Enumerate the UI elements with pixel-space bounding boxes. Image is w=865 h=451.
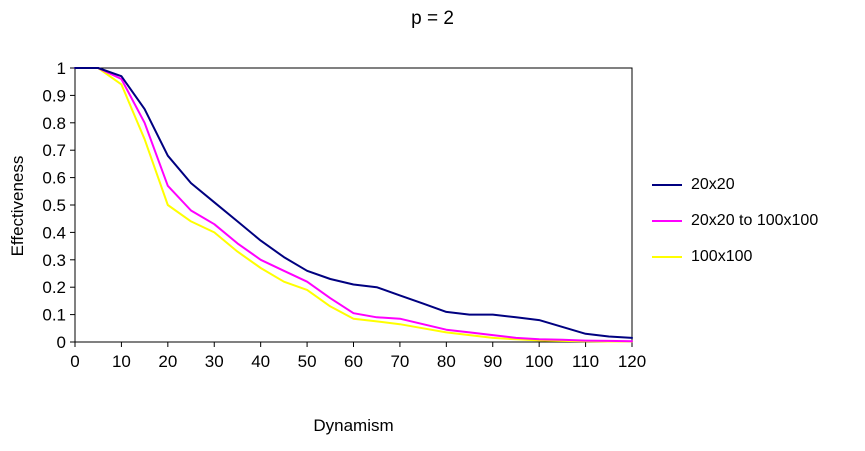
legend-line-20x20-to-100x100-icon <box>652 220 682 222</box>
legend-label-20x20-to-100x100: 20x20 to 100x100 <box>691 212 819 229</box>
legend-item-100x100: 100x100 <box>652 247 818 267</box>
legend-label-100x100: 100x100 <box>691 248 753 265</box>
svg-text:20: 20 <box>158 352 177 371</box>
legend-line-100x100-icon <box>652 256 682 258</box>
svg-text:0.3: 0.3 <box>42 251 66 270</box>
legend-item-20x20: 20x20 <box>652 175 818 195</box>
chart-title: p = 2 <box>411 8 454 29</box>
svg-text:110: 110 <box>572 352 599 371</box>
svg-text:0.8: 0.8 <box>42 114 66 133</box>
svg-text:60: 60 <box>344 352 363 371</box>
svg-text:0: 0 <box>57 333 66 352</box>
svg-text:0.7: 0.7 <box>42 141 66 160</box>
x-axis-title: Dynamism <box>313 416 394 435</box>
svg-text:70: 70 <box>390 352 409 371</box>
svg-text:80: 80 <box>437 352 456 371</box>
svg-text:0.1: 0.1 <box>42 306 66 325</box>
svg-text:0.2: 0.2 <box>42 278 66 297</box>
legend: 20x20 20x20 to 100x100 100x100 <box>652 175 818 283</box>
svg-text:120: 120 <box>618 352 646 371</box>
svg-text:30: 30 <box>205 352 224 371</box>
svg-text:0.4: 0.4 <box>42 223 66 242</box>
svg-text:1: 1 <box>57 59 66 78</box>
svg-text:0.6: 0.6 <box>42 169 66 188</box>
svg-text:40: 40 <box>251 352 270 371</box>
legend-line-20x20-icon <box>652 184 682 186</box>
svg-text:100: 100 <box>525 352 553 371</box>
svg-text:50: 50 <box>298 352 317 371</box>
svg-text:0.5: 0.5 <box>42 196 66 215</box>
svg-text:0.9: 0.9 <box>42 86 66 105</box>
svg-text:90: 90 <box>483 352 502 371</box>
svg-text:0: 0 <box>70 352 79 371</box>
legend-label-20x20: 20x20 <box>691 176 735 193</box>
svg-text:10: 10 <box>112 352 131 371</box>
legend-item-20x20-to-100x100: 20x20 to 100x100 <box>652 211 818 231</box>
